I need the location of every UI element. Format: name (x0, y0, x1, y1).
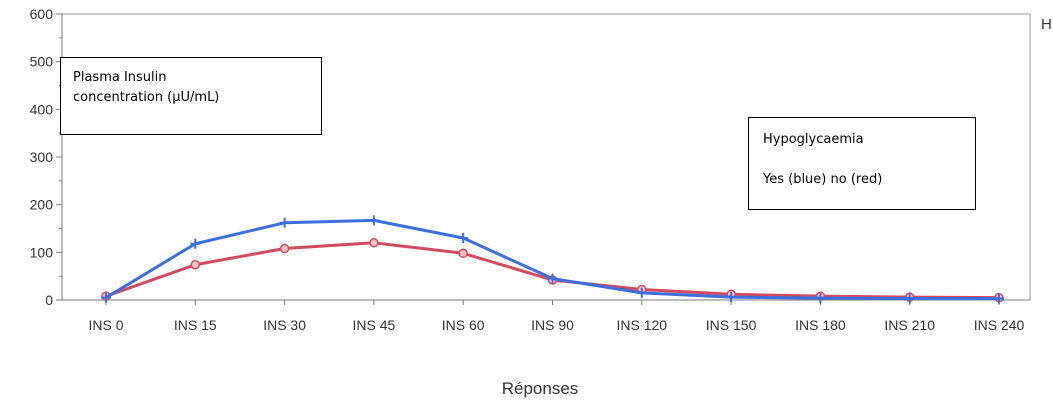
x-tick-label: INS 210 (884, 317, 935, 333)
data-point (279, 217, 290, 228)
data-point (368, 215, 379, 226)
data-point (904, 293, 915, 304)
x-tick-label: INS 60 (442, 317, 485, 333)
series-line (105, 241, 1000, 300)
series-0 (101, 215, 1004, 304)
data-point (190, 259, 201, 270)
x-tick-label: INS 180 (795, 317, 846, 333)
data-point (369, 238, 379, 248)
hypoglycaemia-legend-box: Hypoglycaemia Yes (blue) no (red) (748, 117, 976, 210)
data-point (726, 292, 737, 303)
x-axis-title: Réponses (502, 379, 579, 398)
y-tick-label: 100 (30, 244, 54, 260)
data-point (190, 238, 201, 249)
x-tick-label: INS 30 (263, 317, 306, 333)
series-layer (101, 215, 1004, 304)
series-1 (101, 238, 1004, 303)
data-point (458, 248, 468, 259)
x-tick-label: INS 0 (88, 317, 123, 333)
x-tick-label: INS 120 (617, 317, 668, 333)
y-tick-label: 600 (30, 6, 54, 22)
x-tick-label: INS 240 (974, 317, 1025, 333)
x-axis: INS 0 INS 15 INS 30 INS 45 INS 60 INS 90 INS 1… (62, 299, 1030, 333)
data-point (279, 243, 290, 254)
data-point (547, 273, 558, 284)
y-tick-label: 500 (30, 54, 54, 70)
y-tick-label: 400 (30, 101, 54, 117)
x-tick-label: INS 150 (706, 317, 757, 333)
hypoglycaemia-legend-title: Hypoglycaemia (763, 132, 864, 147)
clipped-edge-text: H (1041, 16, 1052, 33)
data-point (636, 287, 647, 298)
x-tick-label: INS 45 (352, 317, 395, 333)
y-tick-label: 300 (30, 149, 54, 165)
insulin-annotation-line-2: concentration (µU/mL) (73, 90, 220, 105)
y-axis: 0 100 200 300 400 500 600 (30, 6, 63, 308)
hypoglycaemia-legend-key: Yes (blue) no (red) (763, 172, 883, 187)
data-point (458, 233, 469, 244)
series-line (105, 218, 999, 301)
data-point (994, 293, 1004, 304)
data-point (101, 292, 111, 303)
data-point (815, 293, 826, 304)
x-tick-label: INS 90 (531, 317, 574, 333)
y-tick-label: 0 (45, 292, 53, 308)
y-tick-label: 200 (30, 197, 54, 213)
insulin-annotation-line-1: Plasma Insulin (73, 70, 167, 85)
x-tick-label: INS 15 (174, 317, 217, 333)
insulin-annotation-box: Plasma Insulin concentration (µU/mL) (60, 57, 322, 135)
